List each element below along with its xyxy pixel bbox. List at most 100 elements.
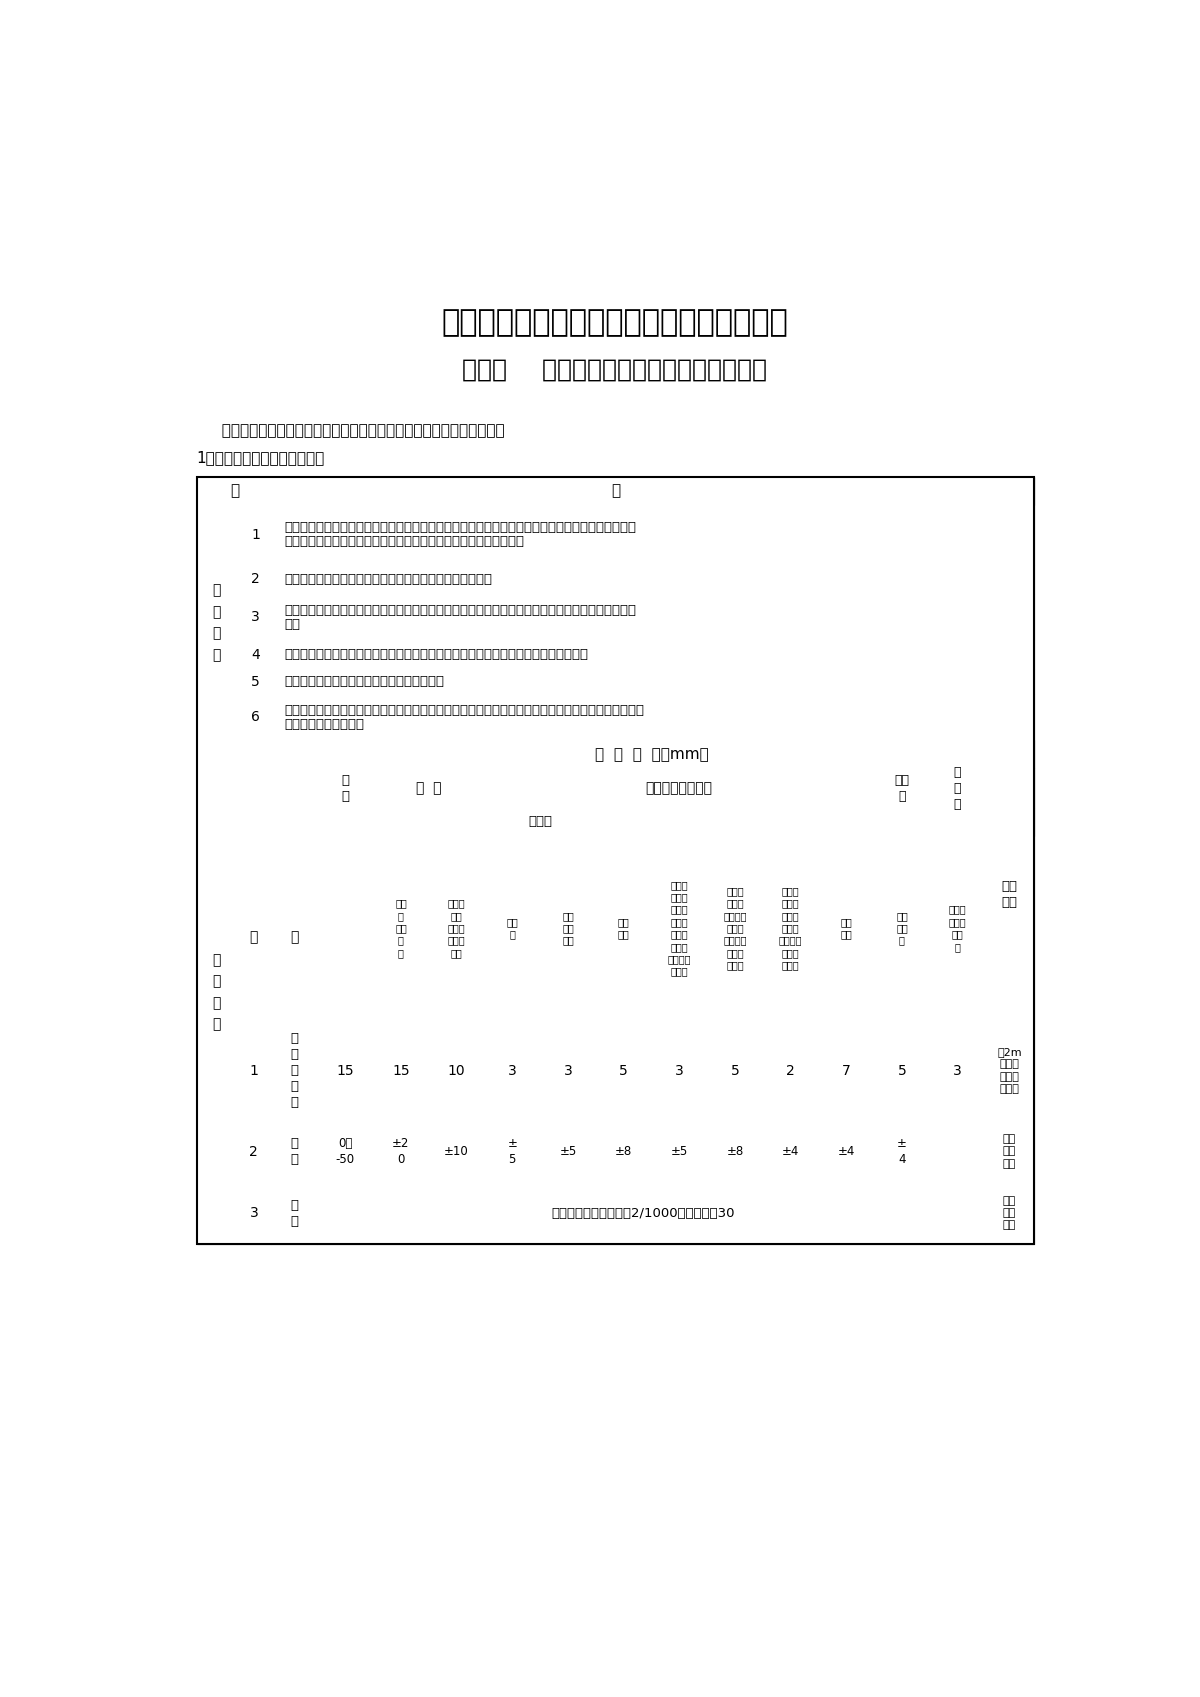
Text: 项: 项 (230, 484, 240, 499)
Bar (197, 477, 1033, 1244)
Bar (236, 740, 985, 769)
Text: 1、建筑地面基层工程质量标准: 1、建筑地面基层工程质量标准 (197, 450, 325, 465)
Text: 项: 项 (212, 626, 221, 640)
Bar (236, 1020, 271, 1120)
Bar (818, 1120, 874, 1183)
Text: 项: 项 (250, 930, 258, 945)
Text: 垫  层: 垫 层 (416, 781, 442, 796)
Bar (373, 769, 485, 808)
Bar (236, 837, 271, 1020)
Bar (236, 694, 274, 740)
Text: 其他
种类: 其他 种类 (618, 916, 630, 940)
Bar (930, 808, 985, 837)
Text: 用胶粘
剂做结
合层，
铺设拼
花木板、
塑料板
等面层: 用胶粘 剂做结 合层， 铺设拼 花木板、 塑料板 等面层 (779, 886, 803, 971)
Text: ±
4: ± 4 (898, 1137, 907, 1166)
Text: ±5: ±5 (559, 1145, 576, 1157)
Text: ±4: ±4 (782, 1145, 799, 1157)
Text: 拼花
实木
板等: 拼花 实木 板等 (562, 911, 574, 945)
Text: 3: 3 (250, 1207, 258, 1220)
Bar (271, 837, 317, 1020)
Bar (874, 1020, 930, 1120)
Bar (595, 837, 652, 1020)
Bar (274, 640, 1033, 670)
Text: 目: 目 (212, 1018, 221, 1032)
Bar (428, 837, 485, 1020)
Bar (236, 1183, 271, 1244)
Bar (317, 808, 373, 837)
Bar (652, 808, 707, 837)
Bar (236, 594, 274, 640)
Text: 防水、
防潮、
防油
渗: 防水、 防潮、 防油 渗 (949, 905, 966, 952)
Bar (930, 837, 985, 1020)
Text: 一: 一 (212, 952, 221, 967)
Bar (985, 769, 1033, 1020)
Bar (236, 740, 1033, 769)
Text: 控: 控 (212, 604, 221, 619)
Bar (271, 1120, 317, 1183)
Bar (485, 1020, 540, 1120)
Bar (317, 837, 373, 1020)
Bar (595, 1120, 652, 1183)
Bar (707, 837, 763, 1020)
Text: 建筑地面工程分为整体面层、板块面层和木、竹面层三个子分部工程。: 建筑地面工程分为整体面层、板块面层和木、竹面层三个子分部工程。 (212, 423, 505, 438)
Bar (985, 1183, 1033, 1244)
Text: 2: 2 (251, 572, 259, 587)
Text: （壹）    地面与楼面工程施工质量验评标准: （壹） 地面与楼面工程施工质量验评标准 (462, 356, 768, 382)
Text: 3: 3 (508, 1064, 517, 1078)
Bar (707, 1120, 763, 1183)
Bar (763, 837, 818, 1020)
Text: 3: 3 (674, 1064, 684, 1078)
Text: 填充
层: 填充 层 (894, 774, 910, 803)
Text: ±10: ±10 (444, 1145, 469, 1157)
Text: 检验
方法: 检验 方法 (1002, 879, 1018, 910)
Bar (274, 694, 1033, 740)
Text: 表
面
平
整
度: 表 面 平 整 度 (290, 1032, 298, 1110)
Bar (985, 740, 1033, 769)
Bar (271, 769, 317, 808)
Text: ±2
0: ±2 0 (392, 1137, 409, 1166)
Bar (271, 1183, 317, 1244)
Text: 5: 5 (619, 1064, 628, 1078)
Text: 标
高: 标 高 (290, 1137, 298, 1166)
Text: 般: 般 (212, 974, 221, 988)
Bar (652, 1120, 707, 1183)
Bar (874, 1120, 930, 1183)
Bar (317, 1120, 373, 1183)
Bar (428, 1020, 485, 1120)
Bar (763, 1020, 818, 1120)
Bar (763, 808, 818, 837)
Text: 5: 5 (251, 675, 259, 689)
Bar (373, 808, 485, 837)
Text: 基土铺设的材料质量、密实度和强度等级（或配合比）等应符合设计要求和规范规定。: 基土铺设的材料质量、密实度和强度等级（或配合比）等应符合设计要求和规范规定。 (284, 648, 589, 662)
Bar (236, 670, 274, 694)
Text: 目: 目 (212, 648, 221, 662)
Bar (274, 565, 1033, 594)
Text: 用水
准仪
检查: 用水 准仪 检查 (1003, 1134, 1016, 1169)
Bar (197, 477, 274, 504)
Text: 求。基层表面应平整。: 求。基层表面应平整。 (284, 718, 365, 731)
Text: 用2m
靠尺和
楔形塞
尺检查: 用2m 靠尺和 楔形塞 尺检查 (997, 1047, 1021, 1095)
Text: 2: 2 (250, 1144, 258, 1159)
Text: 3: 3 (564, 1064, 572, 1078)
Bar (985, 808, 1033, 837)
Text: 基层铺设前，其下一层表面应干净、无积水。: 基层铺设前，其下一层表面应干净、无积水。 (284, 675, 445, 689)
Bar (373, 1020, 428, 1120)
Bar (985, 769, 1033, 808)
Text: 5: 5 (731, 1064, 739, 1078)
Text: 2: 2 (786, 1064, 794, 1078)
Text: 4: 4 (251, 648, 259, 662)
Bar (317, 769, 373, 808)
Bar (274, 594, 1033, 640)
Text: 厕浴间、厨房和有排水（或其他液体）要求的建筑地面面层与相连接各类面层的标高差应符合设计要: 厕浴间、厨房和有排水（或其他液体）要求的建筑地面面层与相连接各类面层的标高差应符… (284, 604, 637, 616)
Bar (373, 1120, 428, 1183)
Bar (271, 1020, 317, 1120)
Bar (485, 769, 874, 808)
Bar (485, 808, 595, 837)
Text: 坡
度: 坡 度 (290, 1198, 298, 1227)
Bar (707, 1020, 763, 1120)
Text: ±5: ±5 (671, 1145, 688, 1157)
Text: 当垫层、找平层内埋设暗管时，管道应按设计要求予以稳固。基层的标高、坡度、厚度等应符合设计要: 当垫层、找平层内埋设暗管时，管道应按设计要求予以稳固。基层的标高、坡度、厚度等应… (284, 704, 644, 716)
Text: 3: 3 (251, 611, 259, 624)
Bar (373, 837, 428, 1020)
Bar (540, 837, 595, 1020)
